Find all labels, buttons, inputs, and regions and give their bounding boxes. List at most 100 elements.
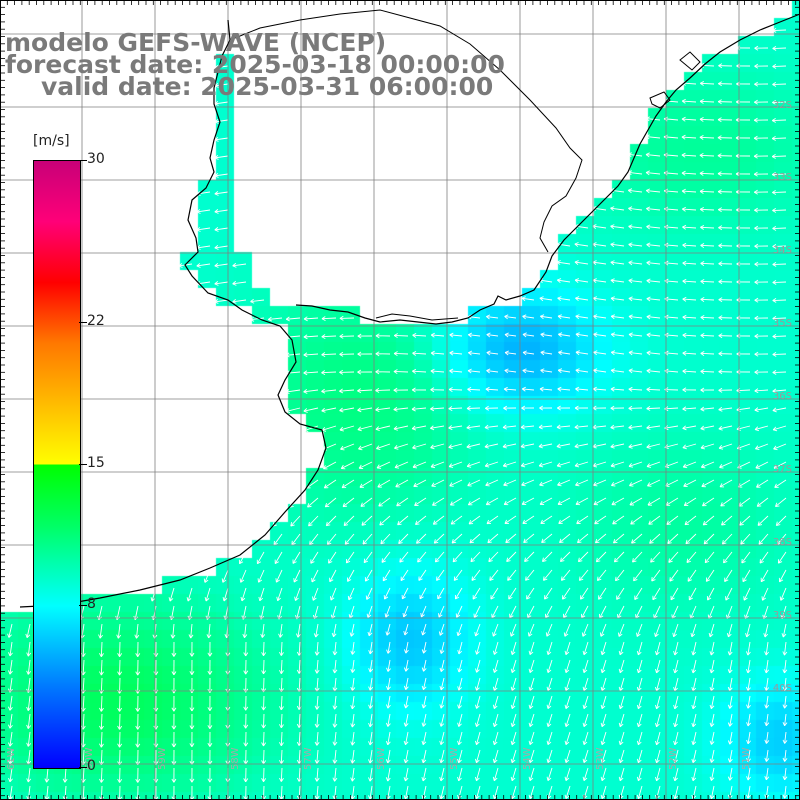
wind-arrow: [628, 424, 643, 430]
wind-arrow: [718, 387, 733, 393]
longitude-label: 52W: [668, 747, 679, 770]
wind-arrow: [772, 425, 787, 432]
wind-arrow: [645, 170, 661, 176]
wind-arrow: [702, 497, 715, 507]
wind-arrow: [759, 551, 769, 564]
wind-arrow: [430, 461, 445, 469]
wind-arrow: [754, 243, 769, 249]
wind-arrow: [574, 405, 589, 411]
wind-arrow: [321, 334, 337, 339]
wind-arrow: [772, 333, 787, 339]
wind-arrow: [394, 461, 409, 469]
latitude-label: 35S: [772, 318, 792, 329]
wind-arrow: [772, 279, 787, 285]
wind-arrow: [542, 551, 553, 562]
wind-arrow: [434, 551, 445, 563]
wind-arrow: [683, 497, 697, 506]
wind-arrow: [448, 461, 463, 468]
wind-arrow: [772, 297, 787, 303]
wind-arrow: [699, 117, 715, 122]
wind-arrow: [521, 479, 535, 487]
wind-arrow: [357, 425, 373, 432]
wind-arrow: [592, 386, 607, 392]
wind-arrow: [303, 370, 319, 376]
wind-arrow: [504, 350, 517, 356]
wind-arrow: [303, 425, 319, 432]
wind-arrow: [522, 350, 535, 356]
wind-arrow: [754, 225, 769, 231]
wind-arrow: [628, 386, 643, 392]
wind-arrow: [754, 333, 769, 339]
wind-arrow: [339, 315, 355, 321]
wind-arrow: [681, 170, 697, 176]
wind-arrow: [717, 171, 733, 177]
wind-arrow: [772, 225, 787, 231]
wind-arrow: [700, 297, 715, 302]
wind-arrow: [303, 407, 319, 413]
wind-arrow: [539, 497, 553, 506]
wind-arrow: [701, 479, 715, 488]
wind-arrow: [466, 443, 481, 449]
wind-arrow: [486, 515, 499, 525]
wind-arrow: [682, 387, 697, 393]
wind-arrow: [718, 443, 733, 450]
wind-arrow: [682, 350, 697, 356]
wind-arrow: [344, 533, 355, 545]
wind-arrow: [412, 443, 427, 450]
wind-arrow: [467, 497, 481, 506]
colorbar-tick-mark: [79, 160, 87, 161]
wind-arrow: [504, 368, 517, 374]
wind-arrow: [357, 369, 373, 375]
wind-arrow: [700, 225, 715, 230]
wind-arrow: [449, 368, 463, 374]
wind-arrow: [470, 551, 481, 563]
wind-arrow: [449, 479, 463, 487]
wind-arrow: [325, 515, 337, 527]
wind-arrow: [557, 368, 571, 374]
wind-arrow: [452, 551, 463, 563]
wind-arrow: [772, 81, 787, 87]
wind-arrow: [468, 350, 481, 356]
wind-arrow: [613, 551, 625, 563]
wind-arrow: [754, 99, 769, 105]
wind-arrow: [323, 461, 337, 470]
wind-arrow: [321, 316, 337, 321]
wind-arrow: [486, 332, 499, 338]
wind-arrow: [772, 117, 787, 123]
wind-arrow: [285, 352, 301, 358]
wind-arrow: [718, 279, 733, 285]
wind-arrow: [556, 260, 571, 265]
wind-arrow: [274, 551, 283, 565]
wind-arrow: [556, 424, 571, 430]
wind-arrow: [558, 350, 571, 356]
wind-arrow: [775, 497, 787, 507]
wind-arrow: [754, 351, 769, 357]
wind-arrow: [357, 388, 373, 394]
wind-arrow: [775, 515, 787, 526]
wind-arrow: [539, 479, 553, 487]
wind-arrow: [666, 515, 679, 525]
latitude-label: 32S: [772, 100, 792, 111]
wind-arrow: [717, 135, 733, 141]
wind-arrow: [574, 278, 589, 283]
wind-arrow: [326, 533, 337, 545]
longitude-label: 51W: [741, 747, 752, 770]
wind-arrow: [540, 368, 553, 374]
wind-arrow: [592, 296, 607, 302]
wind-arrow: [321, 352, 337, 358]
wind-arrow: [682, 425, 697, 431]
wind-arrow: [686, 551, 697, 564]
wind-arrow: [322, 443, 337, 451]
wind-arrow: [303, 334, 319, 340]
wind-arrow: [417, 551, 427, 563]
wind-arrow: [699, 99, 715, 104]
colorbar-tick-label: 8: [87, 596, 96, 613]
wind-arrow: [574, 260, 589, 265]
wind-arrow: [754, 279, 769, 285]
wind-arrow: [375, 333, 391, 339]
wind-arrow: [754, 45, 769, 51]
wind-arrow: [628, 242, 643, 248]
wind-arrow: [754, 369, 769, 375]
wind-arrow: [539, 405, 553, 411]
wind-arrow: [610, 296, 625, 302]
